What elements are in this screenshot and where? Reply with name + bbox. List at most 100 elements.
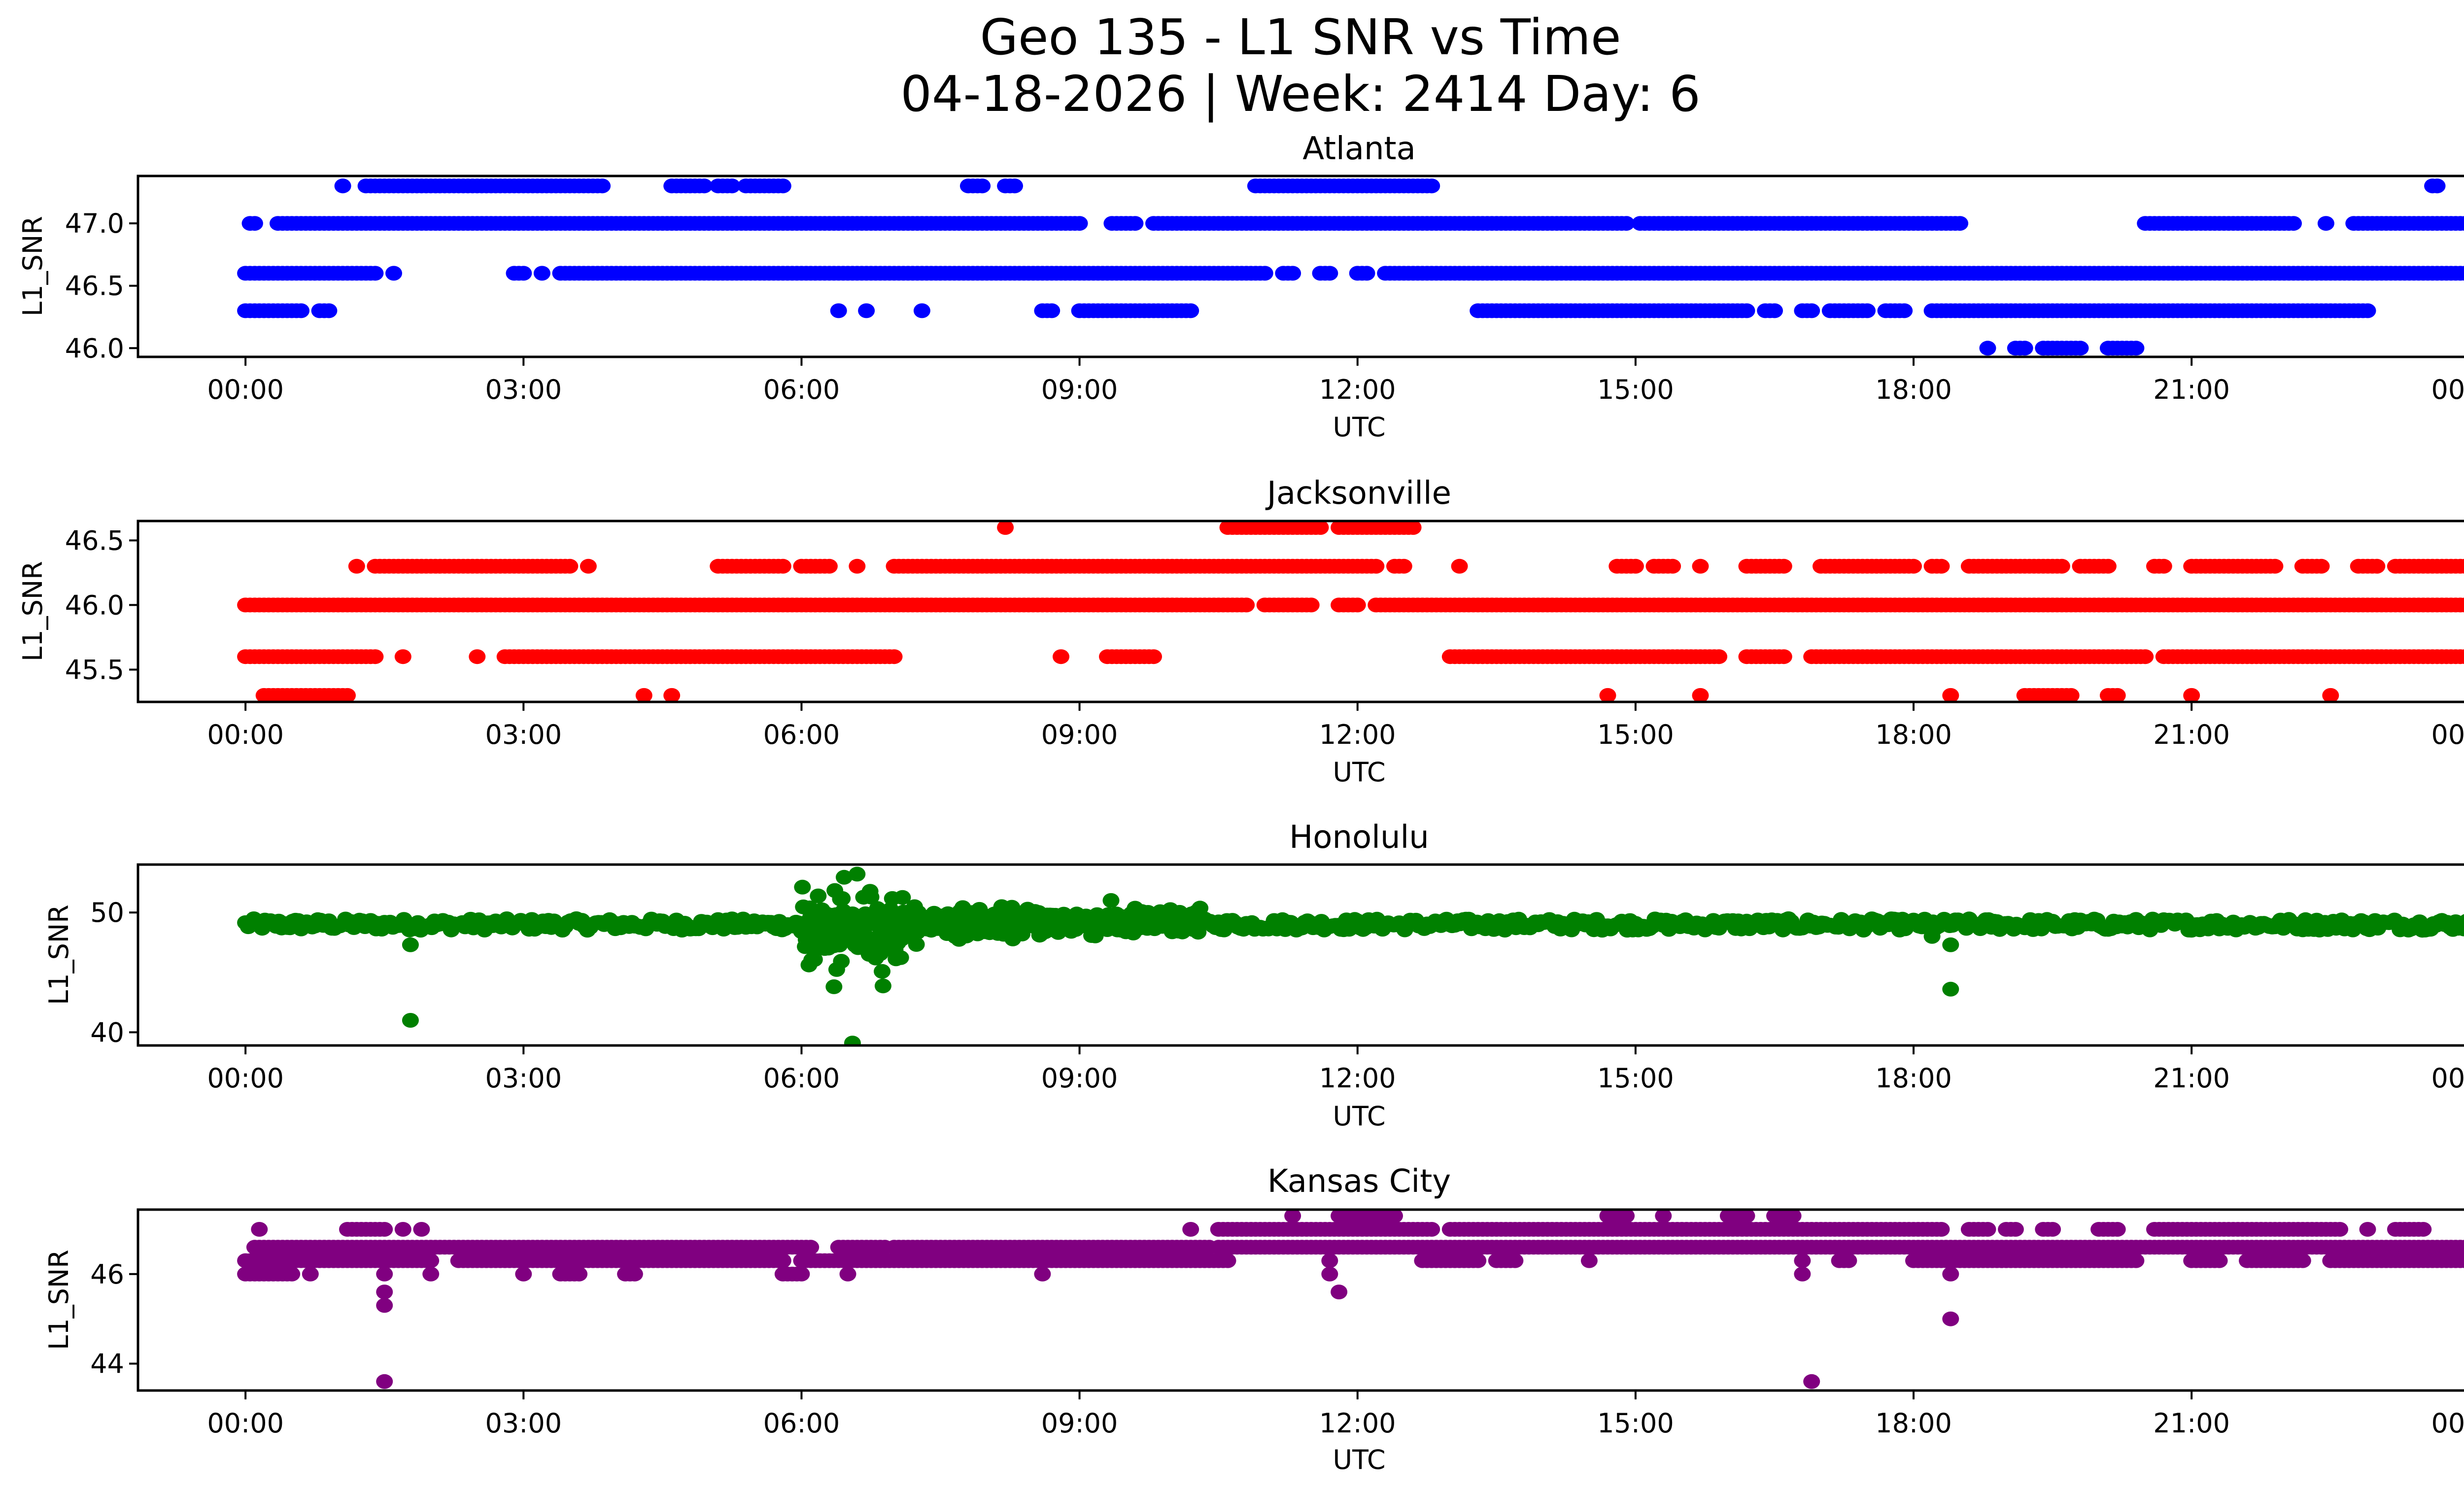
data-point — [2461, 268, 2464, 279]
x-tick-label: 18:00 — [1875, 1408, 1952, 1439]
axis-ticks: 00:00 03:00 06:00 09:00 12:00 15:00 18:00 21:00… — [65, 208, 2464, 405]
data-point — [394, 1222, 411, 1237]
data-point — [2456, 597, 2464, 613]
x-tick-label: 15:00 — [1597, 374, 1674, 405]
data-point — [2359, 303, 2376, 318]
data-point — [1784, 1210, 1802, 1223]
data-point — [2461, 217, 2464, 229]
subplot-title: Honolulu — [1289, 819, 1429, 856]
data-point — [1256, 266, 1273, 281]
data-point — [774, 558, 791, 574]
data-point — [1321, 1266, 1338, 1282]
axes-frame — [137, 1208, 2464, 1392]
data-point — [580, 558, 597, 574]
data-point — [2359, 1222, 2376, 1237]
data-point — [320, 303, 338, 318]
data-point — [1219, 1253, 1236, 1268]
data-point — [696, 178, 713, 194]
data-point — [2456, 216, 2464, 231]
data-point — [2456, 1240, 2464, 1255]
x-tick-label: 12:00 — [1319, 1408, 1396, 1439]
data-point — [794, 879, 811, 895]
data-point — [2127, 1253, 2145, 1268]
data-point — [2266, 558, 2284, 574]
x-tick-label: 06:00 — [763, 1408, 840, 1439]
x-tick-label: 09:00 — [1041, 1063, 1118, 1094]
data-point — [1933, 558, 1950, 574]
x-tick-label: 00:00 — [207, 1063, 284, 1094]
data-point — [385, 266, 402, 281]
data-point — [908, 937, 925, 952]
x-tick-label: 06:00 — [763, 374, 840, 405]
data-point — [376, 1285, 393, 1300]
data-point — [844, 1036, 861, 1045]
x-tick-label: 06:00 — [763, 719, 840, 750]
x-axis-label: UTC — [1333, 757, 1385, 788]
data-point — [793, 1266, 810, 1282]
y-axis-label: L1_SNR — [17, 216, 48, 316]
data-point — [802, 1240, 820, 1255]
data-point — [1803, 303, 1820, 318]
data-point — [1979, 341, 1996, 356]
data-point — [1655, 1210, 1672, 1223]
y-axis-label: L1_SNR — [43, 904, 74, 1005]
data-point — [810, 888, 827, 904]
axes-frame — [137, 174, 2464, 358]
subplot-honolulu: Honolulu 00:00 03:00 06:00 09:00 12:00 15:00 1… — [43, 819, 2464, 1132]
data-point — [1580, 1253, 1598, 1268]
data-point — [2317, 216, 2334, 231]
x-tick-label: 12:00 — [1319, 719, 1396, 750]
data-point — [1034, 1266, 1051, 1282]
data-point — [376, 1222, 393, 1237]
x-tick-label: 21:00 — [2153, 719, 2230, 750]
data-point — [1451, 558, 1468, 574]
x-tick-label: 03:00 — [485, 719, 562, 750]
y-tick-label: 46.0 — [65, 590, 124, 621]
data-point — [515, 1266, 532, 1282]
x-tick-label: 21:00 — [2153, 1063, 2230, 1094]
data-point — [663, 688, 681, 702]
data-point — [1238, 597, 1255, 613]
y-tick-label: 50 — [90, 897, 124, 928]
data-point — [1942, 1311, 1959, 1326]
data-point — [2099, 558, 2117, 574]
data-point — [1711, 649, 1728, 664]
data-point — [246, 216, 263, 231]
data-point — [2127, 341, 2145, 356]
x-tick-label: 09:00 — [1041, 719, 1118, 750]
x-axis-label: UTC — [1333, 1444, 1385, 1475]
data-point — [2461, 560, 2464, 572]
scatter-points — [237, 1210, 2464, 1389]
data-point — [1618, 216, 1635, 231]
data-point — [1692, 688, 1709, 702]
data-point — [293, 303, 309, 318]
x-axis-label: UTC — [1333, 1101, 1385, 1132]
data-point — [2313, 558, 2330, 574]
data-point — [1766, 303, 1783, 318]
data-point — [1775, 649, 1792, 664]
subplot-title: Atlanta — [1302, 131, 1416, 167]
x-tick-label: 03:00 — [485, 1408, 562, 1439]
data-point — [886, 649, 903, 664]
data-point — [806, 952, 823, 967]
data-point — [1423, 1222, 1440, 1237]
data-point — [2461, 1255, 2464, 1266]
data-point — [2007, 1222, 2024, 1237]
y-tick-label: 46.0 — [65, 333, 124, 364]
data-point — [376, 1374, 393, 1389]
data-point — [2155, 558, 2172, 574]
data-point — [1923, 929, 1941, 944]
data-point — [1071, 216, 1088, 231]
data-point — [1423, 178, 1440, 194]
data-point — [997, 521, 1014, 535]
data-point — [469, 649, 486, 664]
data-point — [394, 649, 411, 664]
data-point — [2415, 1222, 2432, 1237]
data-point — [402, 937, 419, 952]
x-tick-label: 21:00 — [2153, 1408, 2230, 1439]
data-point — [367, 266, 384, 281]
data-point — [1794, 1253, 1811, 1268]
data-point — [1102, 893, 1120, 908]
data-point — [1043, 303, 1061, 318]
data-point — [2053, 558, 2070, 574]
